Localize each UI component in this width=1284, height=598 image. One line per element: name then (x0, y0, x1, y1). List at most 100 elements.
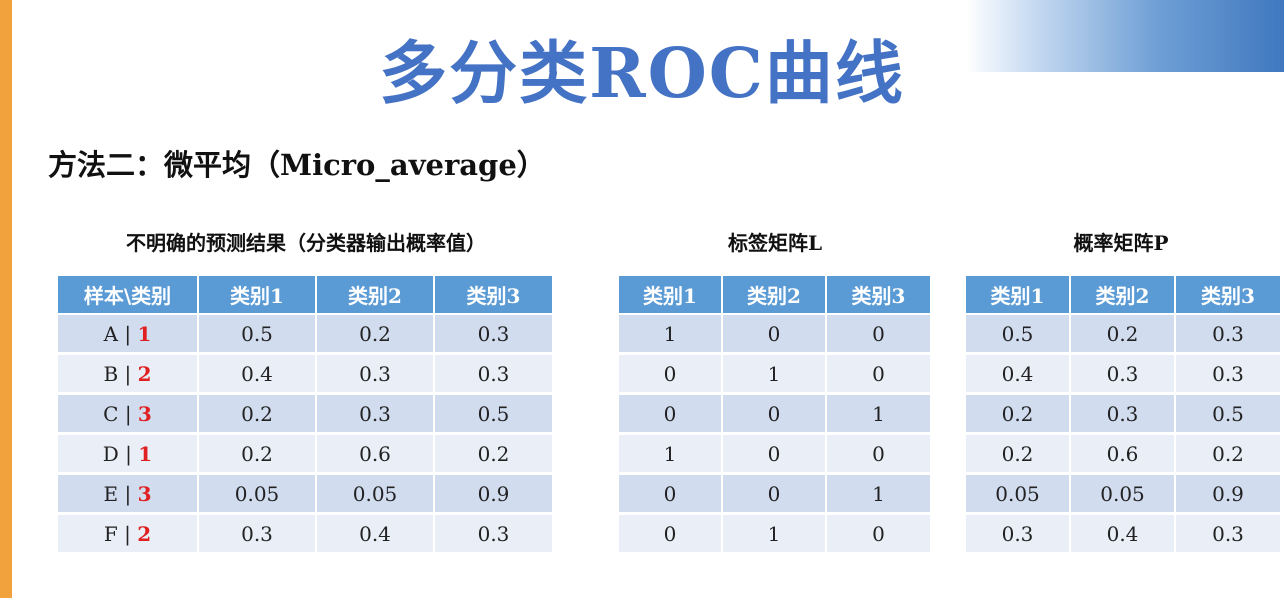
table-cell: 0 (826, 353, 930, 395)
table-cell: 0 (722, 433, 827, 475)
table-cell: 0.3 (316, 353, 435, 395)
table-cell: 0.3 (434, 353, 552, 395)
table-row: 0.2 0.3 0.5 (966, 393, 1280, 435)
table-cell: 0.3 (198, 513, 317, 555)
table-cell: 0.05 (198, 473, 317, 515)
true-class-label: 2 (137, 361, 152, 386)
table-cell: 0.4 (198, 353, 317, 395)
sample-cell: D | 1 (58, 433, 199, 475)
table-cell: 0.3 (1070, 393, 1176, 435)
table3-caption: 概率矩阵P (1073, 231, 1169, 255)
table-row: C | 3 0.2 0.3 0.5 (58, 393, 552, 435)
table-row: 0.3 0.4 0.3 (966, 513, 1280, 555)
table-cell: 0.4 (966, 353, 1071, 395)
sample-name: F | (103, 521, 138, 546)
table-cell: 0.2 (434, 433, 552, 475)
table-cell: 0.05 (316, 473, 435, 515)
header-cell: 类别3 (434, 276, 552, 315)
true-class-label: 2 (137, 521, 152, 546)
table-cell: 0.3 (1070, 353, 1176, 395)
header-cell: 类别1 (198, 276, 317, 315)
table-cell: 0.3 (434, 513, 552, 555)
table-cell: 0 (826, 513, 930, 555)
table-cell: 1 (722, 513, 827, 555)
table-row: D | 1 0.2 0.6 0.2 (58, 433, 552, 475)
table-row: B | 2 0.4 0.3 0.3 (58, 353, 552, 395)
prediction-table: 样本\类别 类别1 类别2 类别3 A | 1 0.5 0.2 0.3 B | … (58, 276, 552, 555)
true-class-label: 3 (137, 401, 152, 426)
sample-name: E | (103, 481, 138, 506)
table-cell: 0.05 (966, 473, 1071, 515)
table-cell: 1 (619, 433, 723, 475)
slide-subtitle: 方法二：微平均（Micro_average） (48, 148, 546, 182)
table-cell: 0.2 (1175, 433, 1280, 475)
sample-cell: C | 3 (58, 393, 199, 435)
header-cell: 类别2 (722, 276, 827, 315)
table-cell: 0 (826, 433, 930, 475)
table-row: 0.5 0.2 0.3 (966, 314, 1280, 355)
true-class-label: 1 (138, 441, 153, 466)
table-cell: 0.3 (434, 314, 552, 355)
sample-cell: A | 1 (58, 314, 199, 355)
table-cell: 1 (826, 473, 930, 515)
table-cell: 0.6 (316, 433, 435, 475)
probability-matrix-table: 类别1 类别2 类别3 0.5 0.2 0.3 0.4 0.3 0.3 0.2 … (966, 276, 1280, 555)
table-row: A | 1 0.5 0.2 0.3 (58, 314, 552, 355)
table-cell: 0.5 (966, 314, 1071, 355)
table-cell: 0.4 (1070, 513, 1176, 555)
table-row: 0 0 1 (619, 473, 930, 515)
sample-name: D | (102, 441, 139, 466)
table-cell: 0.4 (316, 513, 435, 555)
true-class-label: 1 (137, 321, 152, 346)
table-cell: 0 (619, 353, 723, 395)
table-cell: 0 (619, 513, 723, 555)
header-cell: 类别3 (1175, 276, 1280, 315)
table-cell: 0 (619, 393, 723, 435)
table-cell: 0.3 (1175, 513, 1280, 555)
table-cell: 0.5 (1175, 393, 1280, 435)
header-cell: 类别2 (1070, 276, 1176, 315)
table-row: F | 2 0.3 0.4 0.3 (58, 513, 552, 555)
sample-cell: B | 2 (58, 353, 199, 395)
sample-cell: F | 2 (58, 513, 199, 555)
table-cell: 1 (826, 393, 930, 435)
table-row: 0.05 0.05 0.9 (966, 473, 1280, 515)
table-cell: 0.2 (1070, 314, 1176, 355)
header-cell: 类别1 (966, 276, 1071, 315)
sample-cell: E | 3 (58, 473, 199, 515)
table-cell: 0.3 (1175, 314, 1280, 355)
header-cell: 类别2 (316, 276, 435, 315)
table-cell: 0 (722, 393, 827, 435)
table-row: 1 0 0 (619, 314, 930, 355)
table-cell: 0.9 (434, 473, 552, 515)
table-header-row: 样本\类别 类别1 类别2 类别3 (58, 276, 552, 315)
table-row: 0 1 0 (619, 513, 930, 555)
table-cell: 0.05 (1070, 473, 1176, 515)
table-cell: 0 (826, 314, 930, 355)
table-cell: 1 (722, 353, 827, 395)
table-cell: 0 (619, 473, 723, 515)
table-cell: 0.2 (198, 433, 317, 475)
sample-name: C | (103, 401, 138, 426)
table-cell: 0.3 (316, 393, 435, 435)
slide-title: 多分类ROC曲线 (379, 34, 905, 114)
table-cell: 0.2 (316, 314, 435, 355)
true-class-label: 3 (137, 481, 152, 506)
table-cell: 0.5 (198, 314, 317, 355)
header-cell: 样本\类别 (58, 276, 199, 315)
table2-caption: 标签矩阵L (727, 231, 823, 255)
table-header-row: 类别1 类别2 类别3 (966, 276, 1280, 315)
table-cell: 1 (619, 314, 723, 355)
table-cell: 0 (722, 473, 827, 515)
sample-name: B | (103, 361, 138, 386)
table-row: 0.4 0.3 0.3 (966, 353, 1280, 395)
left-accent-bar (0, 0, 12, 598)
corner-gradient-band (966, 0, 1284, 72)
sample-name: A | (103, 321, 138, 346)
table-row: 1 0 0 (619, 433, 930, 475)
table-header-row: 类别1 类别2 类别3 (619, 276, 930, 315)
table-cell: 0.6 (1070, 433, 1176, 475)
table-cell: 0 (722, 314, 827, 355)
table-cell: 0.5 (434, 393, 552, 435)
table-cell: 0.3 (966, 513, 1071, 555)
